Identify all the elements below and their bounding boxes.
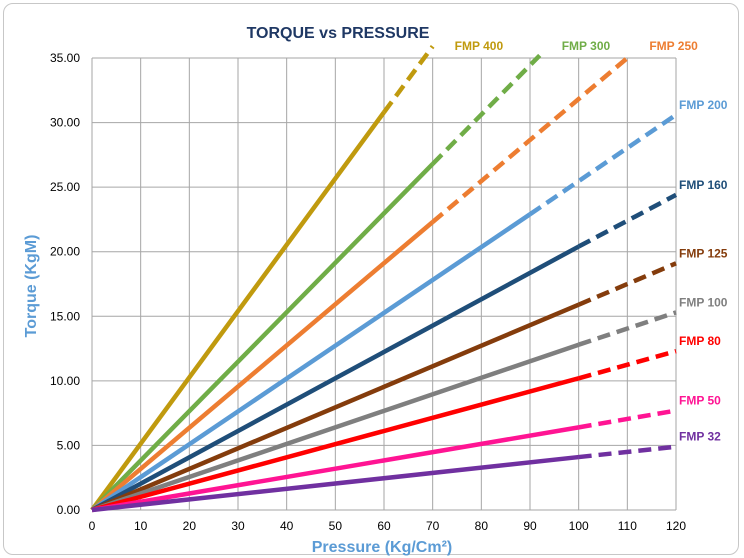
series-line-solid	[91, 302, 580, 513]
series-label-fmp-125: FMP 125	[679, 246, 728, 260]
series-label-fmp-400: FMP 400	[455, 39, 504, 53]
x-tick-label: 90	[523, 519, 537, 533]
series-line-solid	[90, 244, 580, 512]
series-line-dashed	[431, 53, 542, 166]
grid-lines	[91, 57, 677, 511]
series-fmp-125	[91, 261, 677, 513]
series-line-dashed	[578, 348, 677, 381]
series-label-fmp-300: FMP 300	[562, 39, 611, 53]
series-fmp-100	[91, 310, 677, 513]
series-fmp-400	[90, 45, 435, 512]
series-line-solid	[91, 342, 580, 513]
series-line-dashed	[528, 112, 678, 217]
x-tick-label: 70	[426, 519, 440, 533]
x-tick-label: 20	[183, 519, 197, 533]
series-line-solid	[91, 454, 579, 513]
series-label-fmp-250: FMP 250	[649, 39, 698, 53]
series-line-solid	[90, 110, 386, 512]
series-line-dashed	[577, 192, 678, 249]
series-fmp-80	[91, 348, 677, 513]
series-labels: FMP 400 FMP 300 FMP 250 FMP 200 FMP 160 FMP 1…	[455, 39, 728, 444]
series-fmp-300	[90, 53, 542, 512]
series-fmp-32	[91, 444, 677, 513]
x-tick-label: 40	[280, 519, 294, 533]
series-line-solid	[90, 212, 532, 512]
series-line-dashed	[578, 444, 677, 460]
series-label-fmp-32: FMP 32	[679, 430, 721, 444]
x-tick-label: 50	[329, 519, 343, 533]
series-line-solid	[90, 162, 435, 512]
y-axis-label: Torque (KgM)	[23, 235, 40, 338]
series-fmp-250	[90, 56, 629, 512]
x-tick-label: 80	[475, 519, 489, 533]
x-tick-label: 10	[134, 519, 148, 533]
y-tick-label: 5.00	[57, 438, 81, 452]
x-axis-label: Pressure (Kg/Cm²)	[312, 539, 452, 556]
series-label-fmp-50: FMP 50	[679, 394, 721, 408]
series-line-dashed	[431, 56, 629, 224]
x-tick-label: 60	[377, 519, 391, 533]
series-lines	[90, 45, 678, 513]
x-tick-labels: 0 10 20 30 40 50 60 70 80 90 100 110 120	[89, 519, 687, 533]
series-line-dashed	[577, 261, 677, 307]
y-tick-label: 0.00	[57, 503, 81, 517]
series-line-solid	[91, 425, 580, 513]
series-line-solid	[90, 220, 435, 512]
series-label-fmp-160: FMP 160	[679, 178, 728, 192]
series-fmp-50	[91, 408, 677, 513]
x-tick-label: 110	[618, 519, 637, 533]
y-tick-label: 25.00	[50, 180, 80, 194]
y-tick-label: 30.00	[50, 116, 80, 130]
series-line-dashed	[578, 408, 677, 430]
x-tick-label: 120	[666, 519, 686, 533]
y-tick-label: 20.00	[50, 245, 80, 259]
x-tick-label: 100	[569, 519, 589, 533]
series-line-dashed	[577, 310, 677, 347]
y-tick-label: 35.00	[50, 51, 80, 65]
y-tick-label: 15.00	[50, 309, 80, 323]
series-line-dashed	[382, 45, 435, 114]
y-tick-label: 10.00	[50, 374, 80, 388]
x-tick-label: 30	[231, 519, 245, 533]
x-tick-label: 0	[89, 519, 96, 533]
series-line-solid	[91, 376, 580, 513]
series-label-fmp-200: FMP 200	[679, 98, 728, 112]
series-label-fmp-80: FMP 80	[679, 334, 721, 348]
series-fmp-160	[90, 192, 678, 512]
chart-title: TORQUE vs PRESSURE	[247, 25, 430, 42]
y-tick-labels: 0.00 5.00 10.00 15.00 20.00 25.00 30.00 35.00	[50, 51, 80, 517]
series-label-fmp-100: FMP 100	[679, 295, 728, 309]
series-fmp-200	[90, 112, 678, 512]
